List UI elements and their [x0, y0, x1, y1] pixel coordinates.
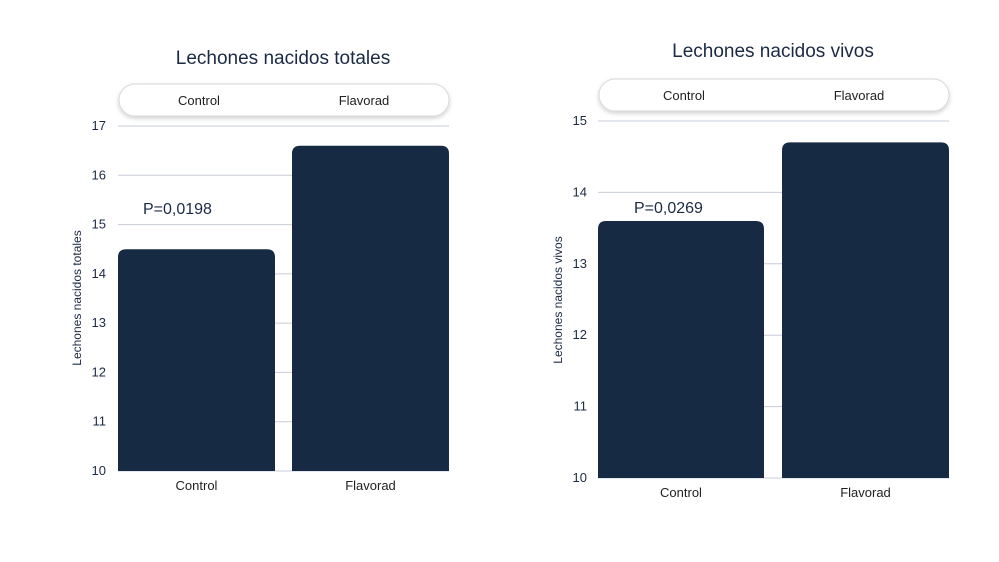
bar-control — [118, 249, 275, 471]
bar-flavorad — [292, 145, 449, 471]
y-tick-label: 15 — [573, 113, 587, 128]
x-tick-label: Flavorad — [345, 478, 396, 493]
legend-item-control: Control — [663, 88, 705, 103]
y-tick-label: 10 — [573, 470, 587, 485]
x-tick-label: Control — [176, 478, 218, 493]
y-tick-label: 13 — [573, 256, 587, 271]
chart-1: Lechones nacidos totales Control Flavorad 1… — [70, 48, 450, 493]
y-axis-label: Lechones nacidos vivos — [551, 236, 565, 363]
y-tick-label: 14 — [92, 266, 106, 281]
y-tick-label: 11 — [574, 399, 588, 414]
bar-flavorad — [782, 142, 949, 479]
legend-item-control: Control — [178, 93, 220, 108]
y-tick-label: 16 — [92, 167, 106, 182]
y-tick-label: 14 — [573, 184, 587, 199]
y-tick-label: 11 — [93, 414, 107, 429]
y-tick-label: 17 — [92, 118, 106, 133]
p-value-annotation: P=0,0269 — [634, 200, 703, 217]
x-tick-label: Control — [660, 485, 702, 500]
y-tick-label: 13 — [92, 315, 106, 330]
y-tick-label: 15 — [92, 217, 106, 232]
legend-item-flavorad: Flavorad — [339, 93, 390, 108]
chart-title: Lechones nacidos vivos — [672, 41, 874, 62]
y-axis-label: Lechones nacidos totales — [70, 230, 84, 365]
x-tick-label: Flavorad — [840, 485, 891, 500]
legend-item-flavorad: Flavorad — [834, 88, 885, 103]
legend-pill — [118, 83, 450, 117]
chart-title: Lechones nacidos totales — [176, 48, 390, 69]
legend-pill — [598, 78, 950, 112]
y-tick-label: 12 — [573, 327, 587, 342]
chart-2: Lechones nacidos vivos Control Flavorad 10 1… — [551, 41, 950, 500]
p-value-annotation: P=0,0198 — [143, 201, 212, 218]
y-tick-label: 10 — [92, 463, 106, 478]
bar-control — [598, 220, 764, 478]
y-tick-label: 12 — [92, 364, 106, 379]
